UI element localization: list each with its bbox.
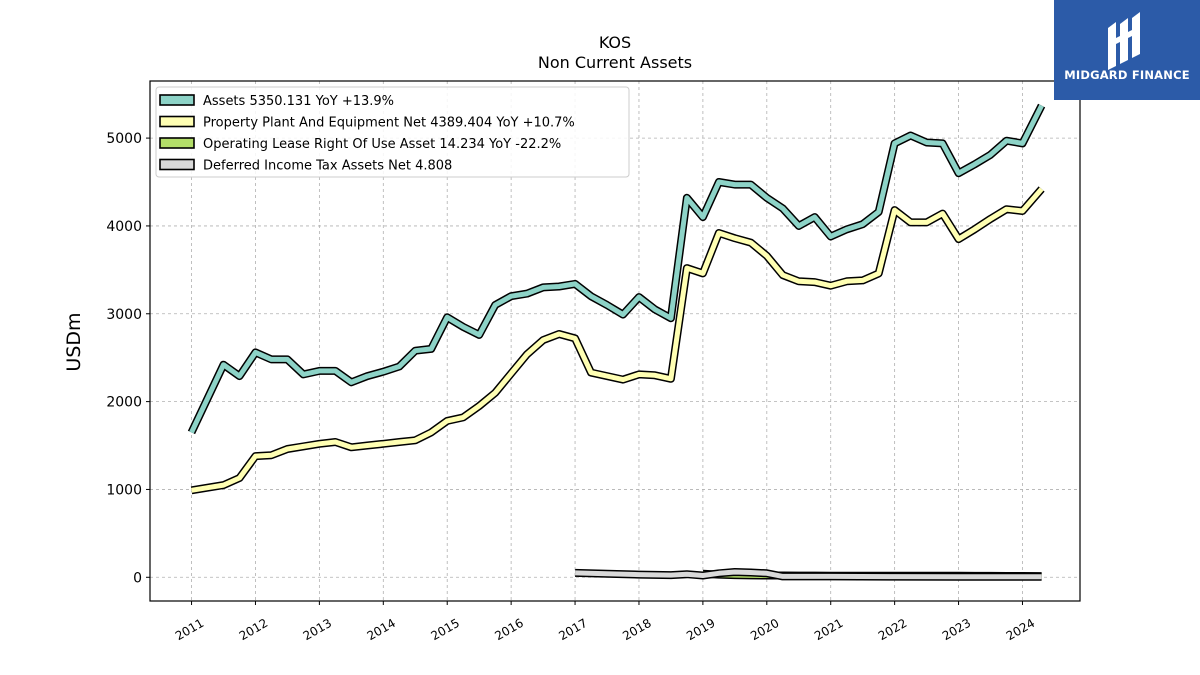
legend-label-0: Assets 5350.131 YoY +13.9% bbox=[203, 94, 394, 109]
legend-swatch-3 bbox=[159, 158, 195, 171]
x-tick-label: 2019 bbox=[684, 616, 717, 643]
chart-title: KOS bbox=[599, 33, 631, 52]
legend-box bbox=[155, 86, 630, 178]
x-tick-label: 2014 bbox=[365, 616, 398, 643]
x-tick-label: 2012 bbox=[237, 616, 270, 643]
y-tick-label: 5000 bbox=[106, 131, 142, 147]
plot-frame bbox=[149, 80, 1081, 602]
legend-swatch-2 bbox=[159, 137, 195, 149]
x-tick-label: 2015 bbox=[428, 616, 461, 643]
chart-subtitle: Non Current Assets bbox=[538, 53, 692, 72]
midgard-logo-icon bbox=[1108, 12, 1140, 70]
legend-label-1: Property Plant And Equipment Net 4389.40… bbox=[203, 116, 575, 131]
legend-label-3: Deferred Income Tax Assets Net 4.808 bbox=[203, 159, 452, 174]
x-tick-label: 2016 bbox=[492, 616, 525, 643]
series-layer bbox=[187, 103, 1046, 581]
y-axis-label: USDm bbox=[63, 312, 85, 371]
brand-logo: MIDGARD FINANCE bbox=[1054, 0, 1200, 100]
series-line-1 bbox=[191, 187, 1044, 493]
legend: Assets 5350.131 YoY +13.9% Property Plant… bbox=[155, 86, 630, 178]
x-tick-label: 2022 bbox=[876, 616, 909, 643]
x-tick-label: 2018 bbox=[620, 616, 653, 643]
y-tick-label: 4000 bbox=[106, 219, 142, 235]
x-tick-label: 2020 bbox=[748, 616, 781, 643]
y-tick-label: 0 bbox=[133, 570, 142, 586]
x-tick-label: 2013 bbox=[301, 616, 334, 643]
x-tick-label: 2023 bbox=[940, 616, 973, 643]
x-tick-label: 2011 bbox=[173, 616, 206, 643]
y-tick-label: 3000 bbox=[106, 307, 142, 323]
legend-swatch-0 bbox=[159, 94, 195, 106]
series-line-0 bbox=[189, 104, 1044, 434]
brand-logo-text: MIDGARD FINANCE bbox=[1064, 68, 1190, 82]
x-tick-label: 2024 bbox=[1004, 616, 1037, 643]
x-tick-label: 2017 bbox=[556, 616, 589, 643]
legend-label-2: Operating Lease Right Of Use Asset 14.23… bbox=[203, 137, 561, 152]
legend-swatch-1 bbox=[159, 115, 195, 128]
series-line-3 bbox=[575, 569, 1042, 580]
y-tick-label: 1000 bbox=[106, 482, 142, 498]
x-tick-label: 2021 bbox=[812, 616, 845, 643]
y-tick-label: 2000 bbox=[106, 395, 142, 411]
